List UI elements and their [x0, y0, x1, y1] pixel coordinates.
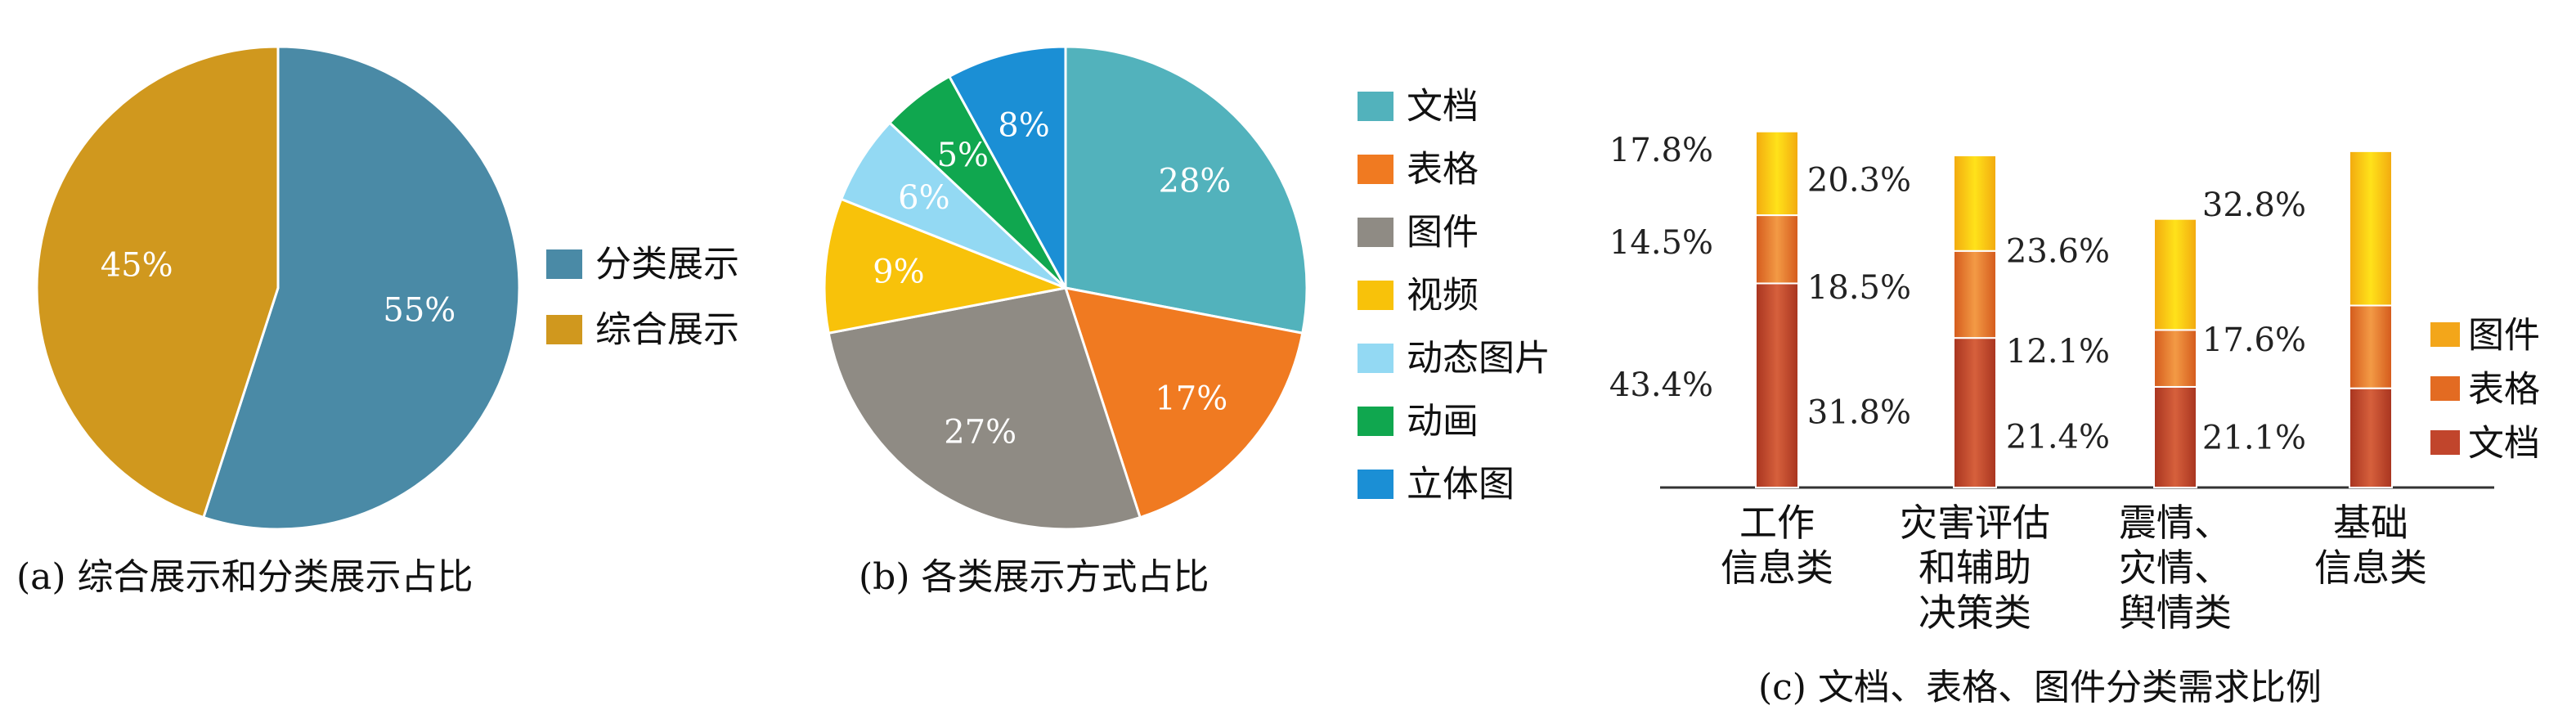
bar-value-label-表格: 14.5% — [1609, 224, 1713, 262]
category-label: 基础信息类 — [2314, 501, 2427, 590]
bar-value-label-文档: 21.1% — [2202, 419, 2306, 456]
bar-segment-文档 — [1755, 282, 1799, 489]
legend-label-分类展示: 分类展示 — [595, 244, 739, 285]
legend-swatch-分类展示 — [546, 249, 582, 279]
pie-slice-视频 — [823, 197, 1070, 335]
pie-slice-分类展示 — [201, 45, 521, 531]
bar-value-label-表格: 17.6% — [2202, 321, 2306, 359]
caption-c: (c) 文档、表格、图件分类需求比例 — [1758, 667, 2322, 708]
pie-chart-a: 55% 45% — [35, 45, 521, 531]
category-label: 工作信息类 — [1721, 501, 1833, 590]
pie-slice-立体图 — [947, 45, 1067, 289]
pie-slice-表格 — [1063, 286, 1304, 519]
bar-segment-文档 — [2153, 385, 2197, 489]
slice-label-综合展示: 45% — [101, 247, 173, 285]
bar-value-label-图件: 32.8% — [2202, 186, 2306, 224]
pie-chart-b: 28% 17% 27% 9% 6% 5%8% — [823, 45, 1308, 531]
legend-label-文档: 文档 — [2468, 423, 2540, 465]
legend-label-表格: 表格 — [2468, 369, 2540, 411]
legend-label-图件: 图件 — [2468, 315, 2540, 357]
bar-value-label-文档: 21.4% — [2006, 418, 2110, 456]
category-label: 灾害评估和辅助决策类 — [1900, 501, 2050, 635]
legend-swatch-表格 — [1358, 155, 1393, 184]
caption-a: (a) 综合展示和分类展示占比 — [16, 556, 473, 598]
slice-label-图件: 27% — [944, 413, 1016, 451]
bar-value-label-图件: 17.8% — [1609, 132, 1713, 169]
legend-label-动态图片: 动态图片 — [1407, 338, 1551, 380]
legend-swatch-视频 — [1358, 281, 1393, 310]
legend-swatch-动态图片 — [1358, 344, 1393, 373]
slice-label-视频: 9% — [873, 254, 924, 291]
pie-slice-图件 — [827, 286, 1142, 531]
bar-segment-图件 — [2349, 150, 2393, 307]
legend-swatch-文档 — [2430, 430, 2460, 455]
bar-segment-文档 — [2349, 387, 2393, 488]
legend-label-表格: 表格 — [1407, 149, 1479, 191]
bar-segment-表格 — [2349, 304, 2393, 389]
slice-label-分类展示: 55% — [383, 291, 456, 329]
bar-value-label-文档: 31.8% — [1807, 394, 1911, 432]
bar-segment-表格 — [1953, 249, 1997, 339]
legend-swatch-图件 — [1358, 218, 1393, 247]
legend-swatch-立体图 — [1358, 470, 1393, 499]
legend-label-动画: 动画 — [1407, 401, 1479, 443]
caption-b: (b) 各类展示方式占比 — [859, 556, 1209, 598]
slice-label-动画: 5% — [937, 137, 989, 174]
bar-value-label-图件: 23.6% — [2006, 233, 2110, 271]
bar-segment-图件 — [1755, 130, 1799, 217]
slice-label-表格: 17% — [1155, 380, 1227, 418]
legend-label-图件: 图件 — [1407, 212, 1479, 254]
legend-swatch-文档 — [1358, 92, 1393, 121]
legend-swatch-图件 — [2430, 322, 2460, 347]
slice-label-动态图片: 6% — [898, 179, 949, 217]
bar-segment-图件 — [1953, 155, 1997, 252]
legend-swatch-表格 — [2430, 376, 2460, 401]
slice-label-立体图: 8% — [998, 106, 1049, 144]
pie-slice-文档 — [1064, 45, 1308, 335]
bar-segment-图件 — [2153, 218, 2197, 331]
legend-label-视频: 视频 — [1407, 275, 1479, 317]
stacked-bar-chart-c: 43.4% 14.5% 17.8% 31.8% 18.5% 20.3% 21.4% 12.1%… — [1609, 130, 2494, 489]
legend-swatch-动画 — [1358, 407, 1393, 436]
slice-label-文档: 28% — [1159, 162, 1232, 200]
bar-value-label-表格: 18.5% — [1807, 269, 1911, 307]
legend-label-立体图: 立体图 — [1407, 464, 1515, 506]
bar-value-label-图件: 20.3% — [1807, 161, 1911, 199]
legend-label-文档: 文档 — [1407, 86, 1479, 128]
legend-label-综合展示: 综合展示 — [595, 309, 739, 351]
bar-segment-文档 — [1953, 337, 1997, 488]
bar-segment-表格 — [1755, 214, 1799, 285]
legend-swatch-综合展示 — [546, 315, 582, 344]
category-label: 震情、灾情、舆情类 — [2119, 501, 2232, 635]
bar-value-label-表格: 12.1% — [2006, 333, 2110, 371]
bar-segment-表格 — [2153, 329, 2197, 388]
pie-slice-综合展示 — [35, 45, 280, 519]
bar-value-label-文档: 43.4% — [1609, 366, 1713, 404]
